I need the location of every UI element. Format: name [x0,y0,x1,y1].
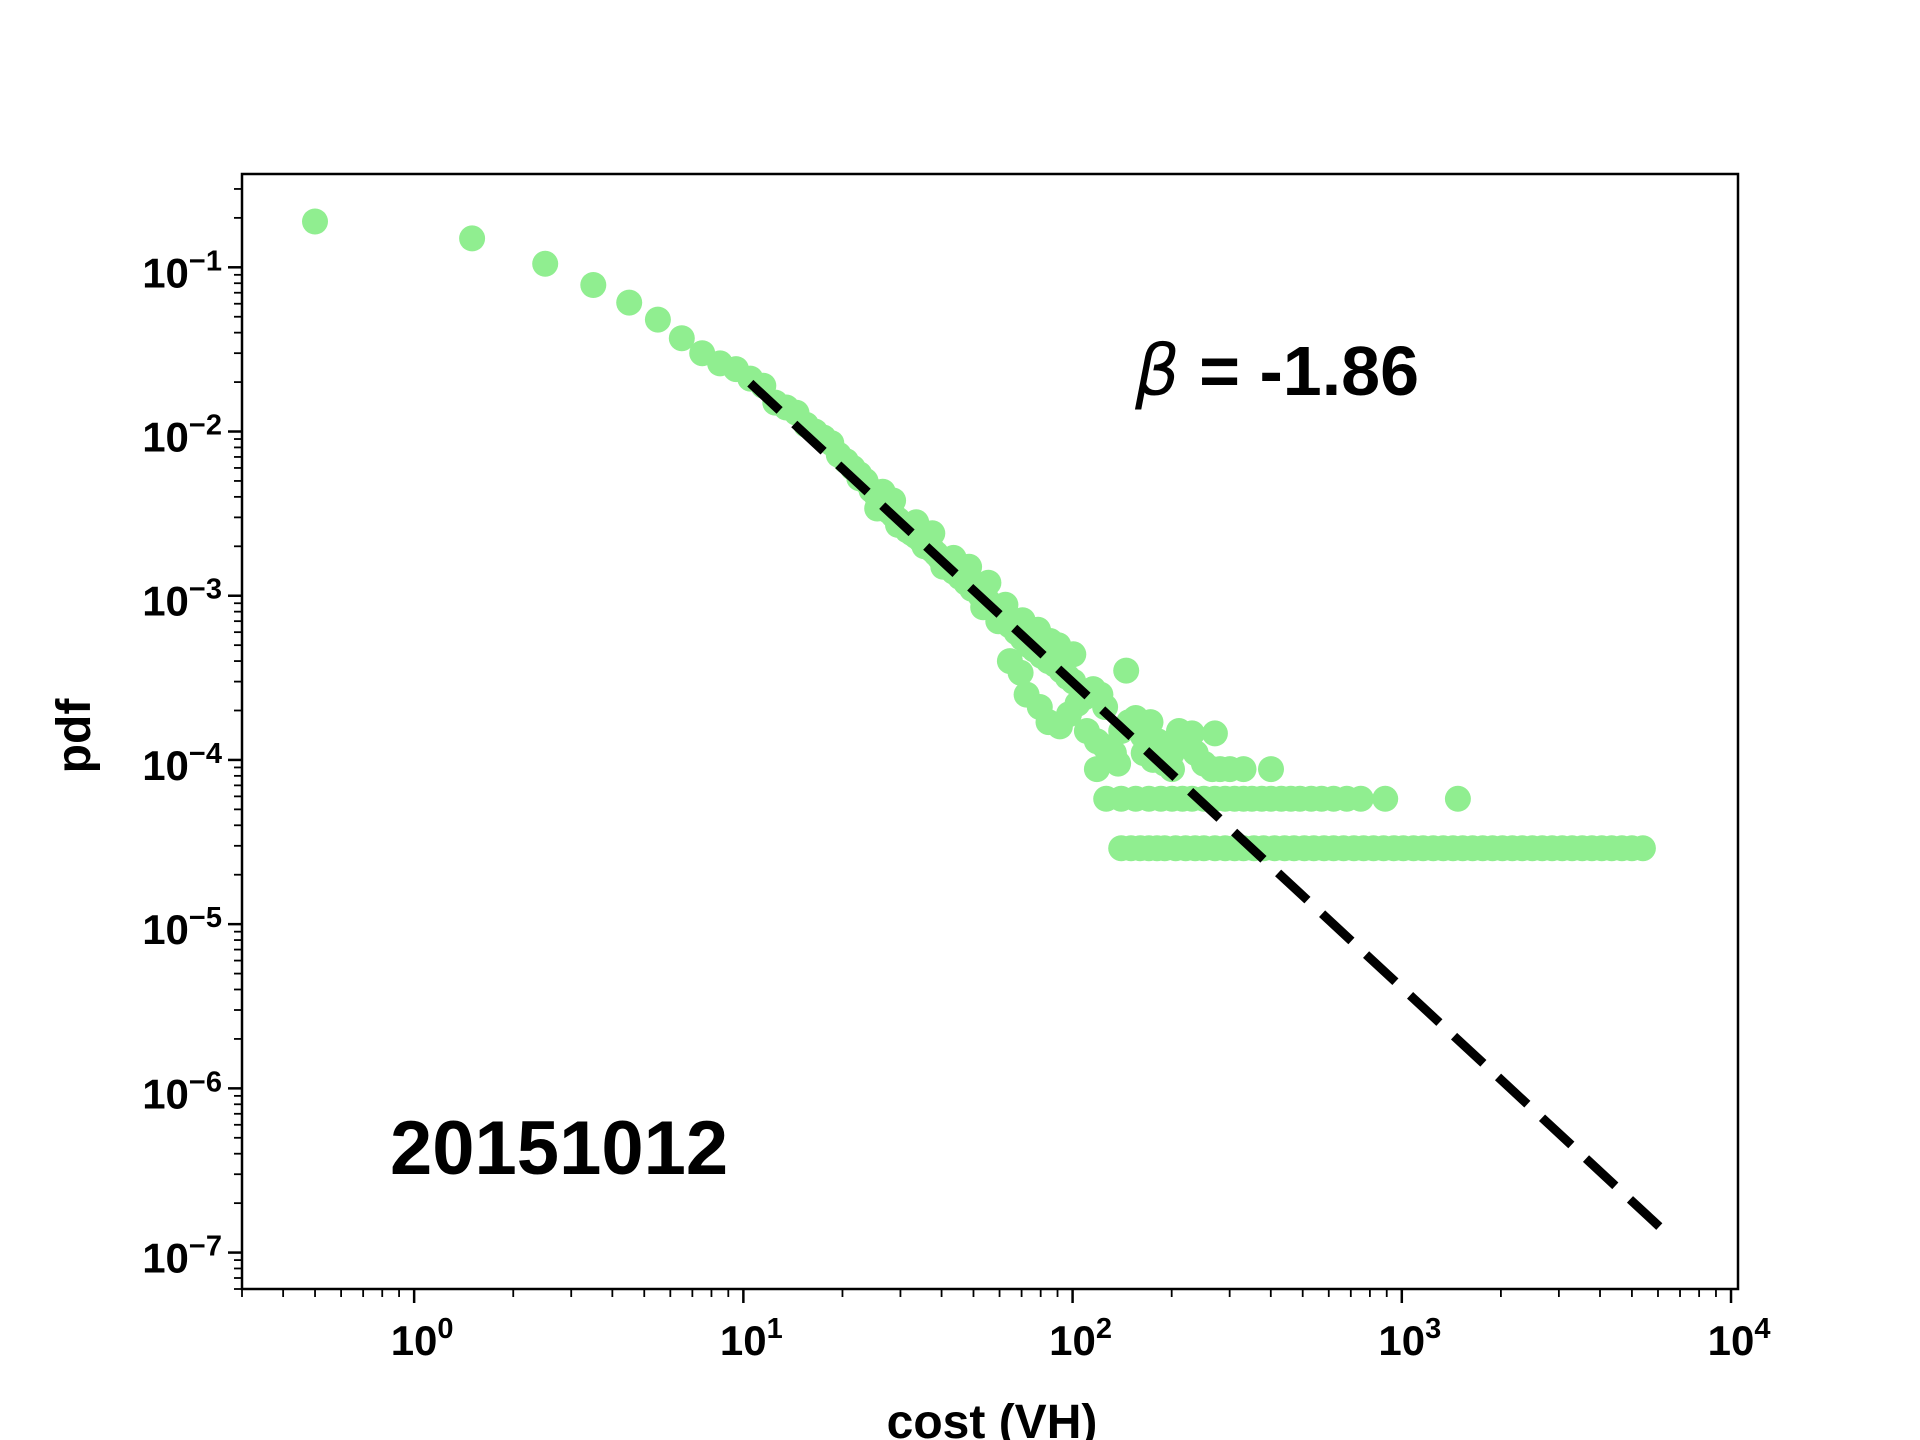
beta-value: = -1.86 [1180,332,1419,410]
data-point [644,306,671,333]
y-tick-label: 10−5 [142,902,222,953]
x-tick-label: 103 [1378,1313,1441,1364]
y-tick-label: 10−4 [142,738,222,789]
data-point [459,225,486,252]
data-point [985,608,1012,635]
data-point [956,553,983,580]
data-point [1113,657,1140,684]
y-tick-label: 10−1 [142,245,222,296]
data-point [1179,720,1205,747]
y-tick-label: 10−6 [142,1066,222,1117]
data-point [1007,659,1034,686]
x-tick-label: 101 [720,1313,783,1364]
data-point [1347,785,1374,812]
x-tick-label: 104 [1708,1313,1771,1364]
data-point [1444,785,1471,812]
data-point [616,289,643,316]
data-point [1060,641,1087,668]
beta-annotation: β = -1.86 [1134,330,1419,412]
x-tick-label: 102 [1049,1313,1112,1364]
data-point [302,208,328,235]
data-point [532,250,559,277]
data-point [1201,720,1228,747]
plot-frame [240,172,1740,1291]
axes: 100 101 102 103 104 10−1 10−2 10−3 10−4 10−5 10−6 1… [142,172,1771,1364]
power-law-fit-line [747,379,1671,1238]
data-points [302,208,1656,862]
y-axis-label: pdf [48,698,101,774]
fit-line-layer [747,379,1671,1238]
y-tick-label: 10−2 [142,410,222,461]
y-tick-label: 10−7 [142,1231,222,1282]
data-point [975,569,1002,596]
data-point [864,495,891,522]
date-annotation: 20151012 [390,1106,728,1191]
data-point [1258,756,1284,783]
data-point [1230,756,1257,783]
y-tick-label: 10−3 [142,574,222,625]
data-point [580,272,607,298]
data-point [1629,835,1656,862]
data-point [668,325,695,352]
data-point [1372,785,1399,812]
beta-symbol: β [1134,330,1180,412]
data-point [1105,750,1132,777]
x-tick-label: 100 [391,1313,454,1364]
x-axis-label: cost (VH) [887,1396,1098,1440]
